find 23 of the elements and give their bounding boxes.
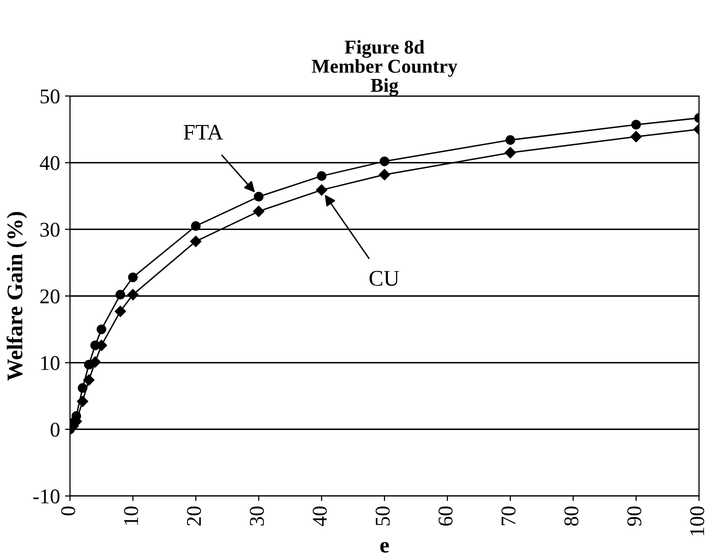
x-tick-label: 40: [312, 506, 327, 526]
chart-title: Figure 8d Member Country Big: [312, 40, 458, 96]
y-tick-label: 20: [40, 289, 60, 304]
x-tick-label: 60: [438, 506, 453, 526]
y-tick-label: 30: [40, 222, 60, 237]
x-tick-label: 10: [124, 506, 138, 525]
y-tick-label: -10: [33, 489, 60, 504]
y-axis-title: Welfare Gain (%): [6, 212, 27, 381]
annotation: CU: [370, 270, 400, 286]
x-tick-label: 100: [690, 506, 704, 536]
x-tick-label: 20: [186, 506, 202, 526]
x-tick-label: 80: [564, 506, 578, 526]
y-tick-label: 10: [41, 356, 60, 370]
y-tick-label: 50: [40, 89, 60, 104]
x-axis-title: e: [380, 542, 389, 553]
x-tick-label: 30: [250, 506, 264, 526]
x-tick-label: 90: [627, 506, 642, 526]
x-tick-label: 0: [61, 506, 76, 516]
annotation: FTA: [184, 124, 224, 140]
y-tick-label: 40: [40, 156, 60, 170]
x-tick-label: 50: [376, 506, 390, 526]
x-tick-label: 70: [501, 506, 516, 526]
y-tick-label: 0: [50, 422, 60, 437]
